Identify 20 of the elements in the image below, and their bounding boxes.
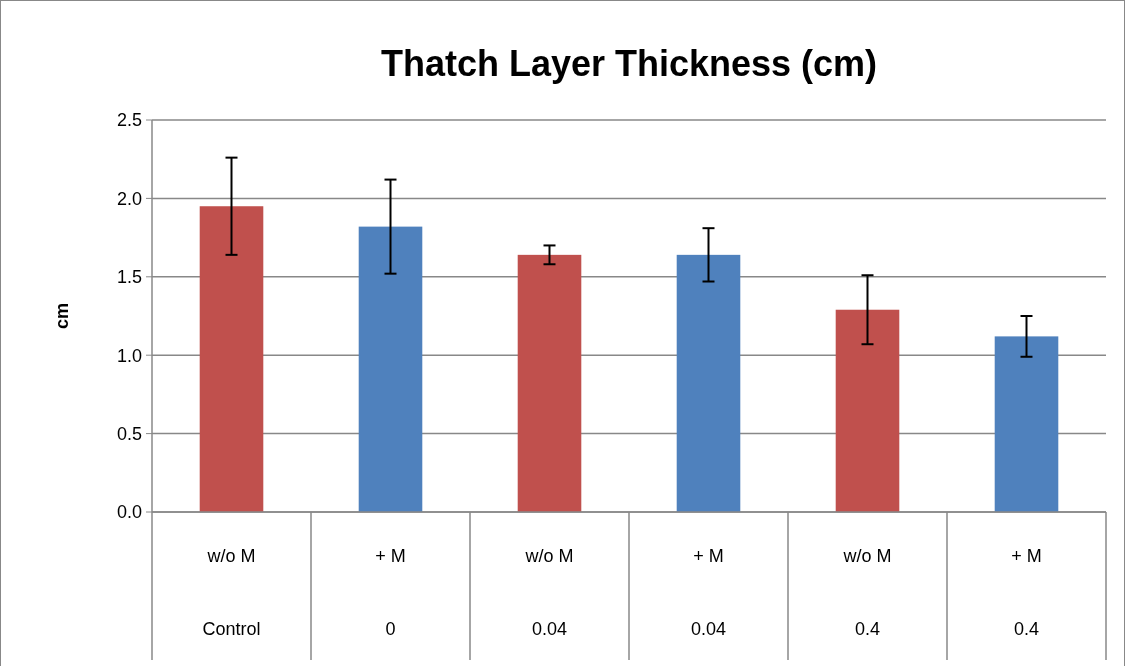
bar [994,336,1059,512]
category-label: + M 0.04 [690,546,727,639]
category-label: w/o M 0.04 [525,546,574,639]
bar [358,226,423,512]
bar [676,254,741,512]
category-label: + M 0 [375,546,406,639]
chart-title: Thatch Layer Thickness (cm) [380,43,878,84]
y-tick-label: 1.0 [116,345,142,366]
y-axis-title: cm [52,302,72,330]
y-tick-label: 2.5 [116,110,142,131]
y-tick-label: 2.0 [116,188,142,209]
bar [517,254,582,512]
bar [835,309,900,512]
category-label: + M 0.4 [1011,546,1042,639]
category-label: w/o M Control [202,546,261,639]
y-tick-label: 1.5 [116,267,142,288]
bar [199,206,264,512]
y-tick-label: 0.0 [116,502,142,523]
category-label: w/o M 0.4 [843,546,892,639]
y-tick-label: 0.5 [116,423,142,444]
